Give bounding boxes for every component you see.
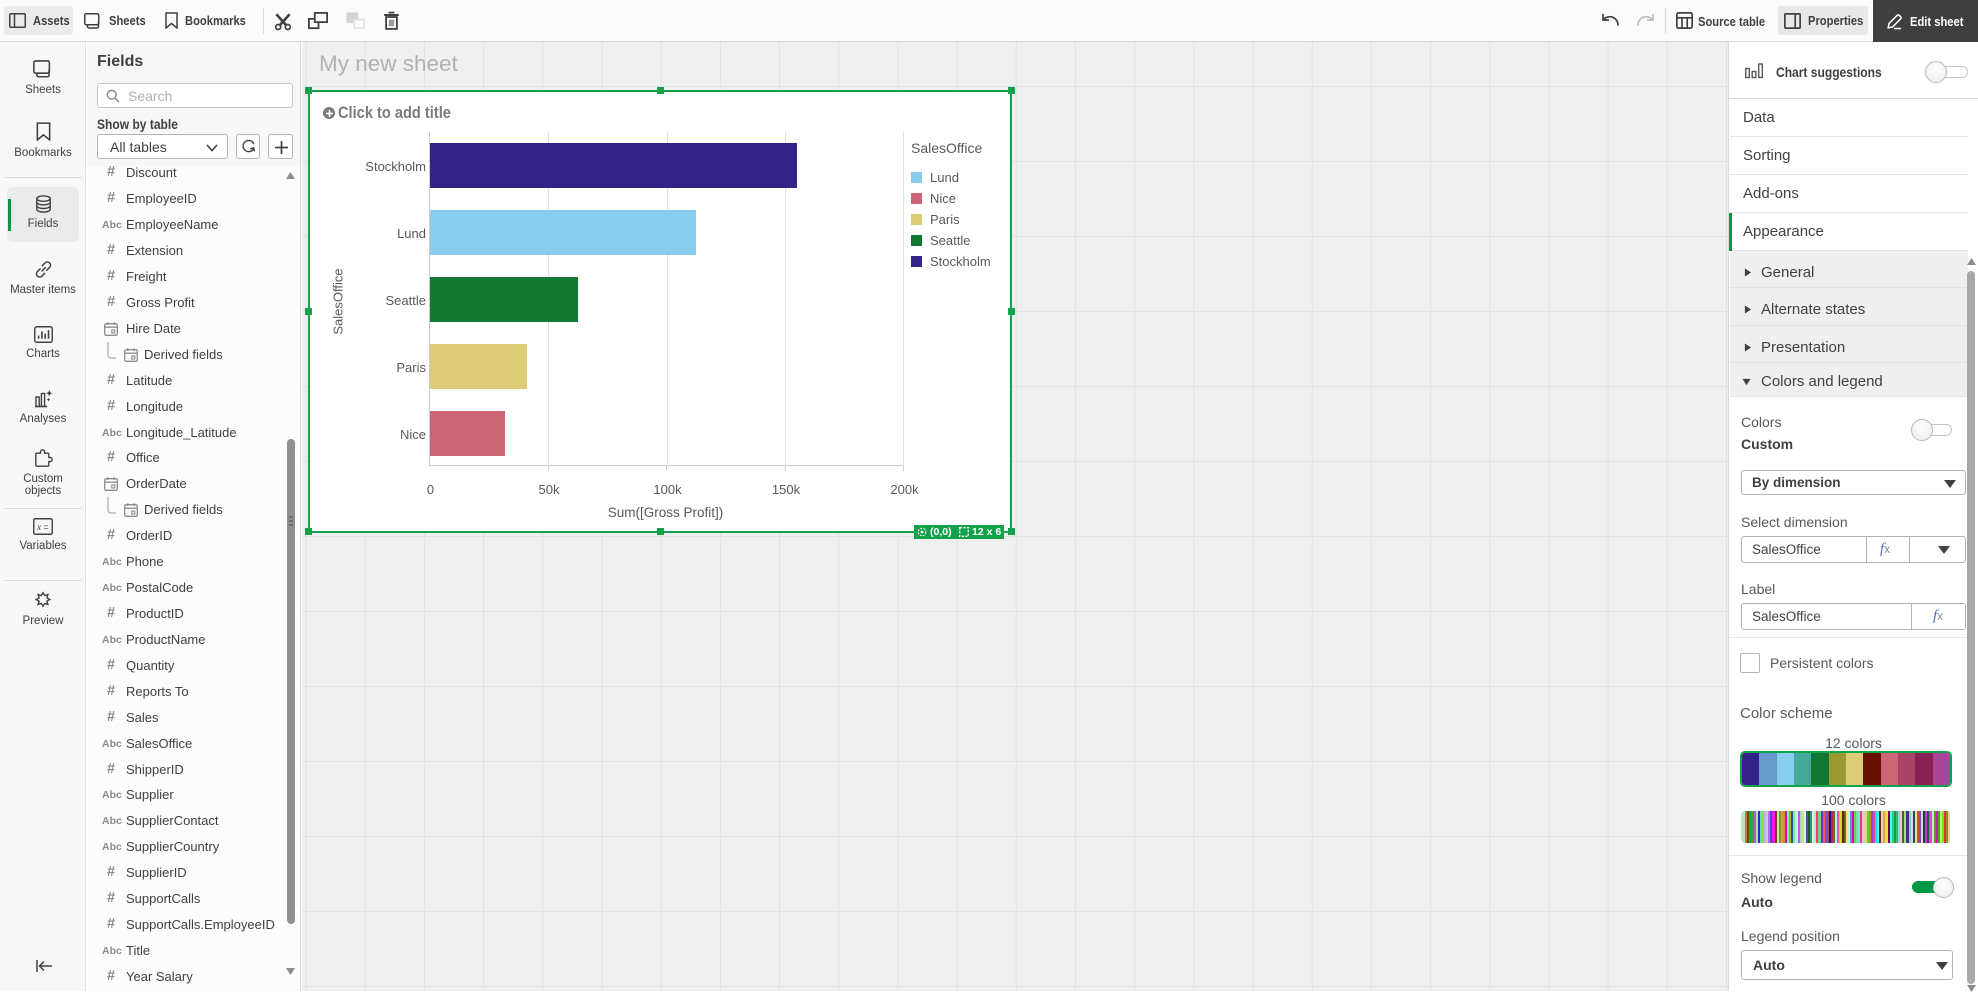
svg-text:=: = (44, 522, 49, 532)
svg-text:x: x (36, 523, 42, 533)
